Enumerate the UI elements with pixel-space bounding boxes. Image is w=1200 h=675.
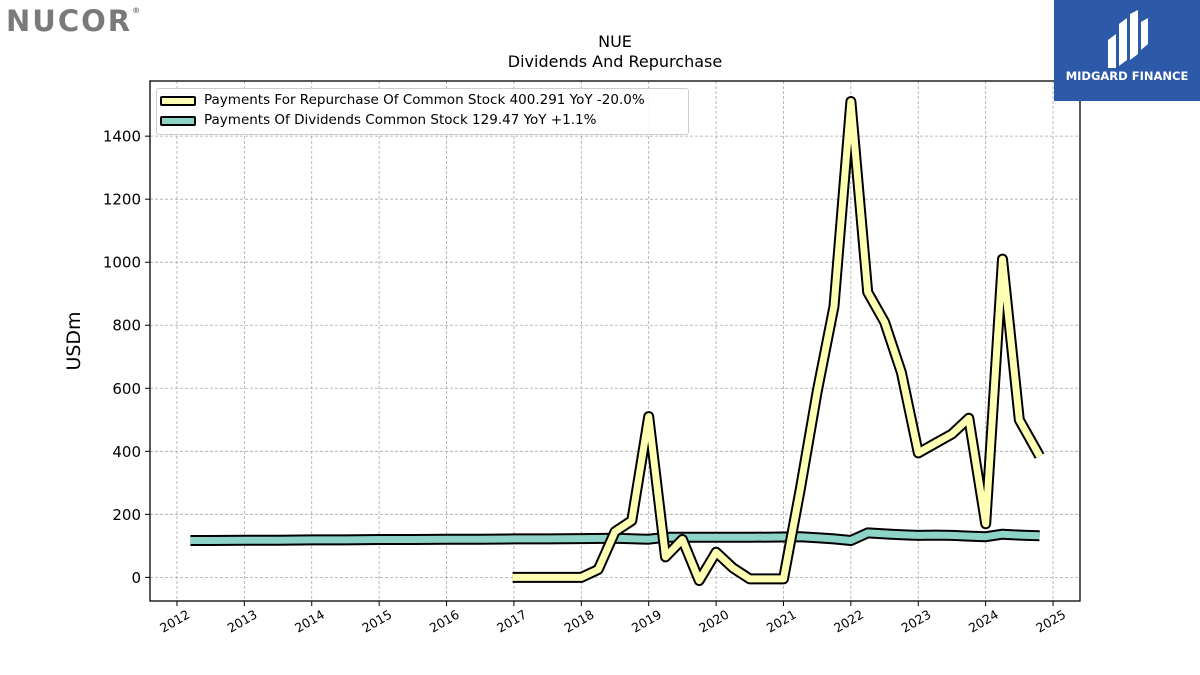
legend-label-repurchase: Payments For Repurchase Of Common Stock …	[204, 92, 645, 108]
chart-subtitle: Dividends And Repurchase	[507, 52, 723, 71]
x-tick-label: 2023	[898, 607, 933, 636]
x-tick-label: 2013	[225, 607, 260, 636]
legend-swatch-dividends	[160, 116, 196, 126]
chart-title: NUE	[598, 32, 632, 51]
y-tick-label: 0	[131, 569, 141, 587]
y-axis-label: USDm	[63, 311, 85, 370]
logo-text: NUCOR	[6, 4, 133, 38]
series-lines	[190, 96, 1045, 586]
legend-label-dividends: Payments Of Dividends Common Stock 129.4…	[204, 112, 597, 128]
series-outline-repurchase	[512, 96, 1045, 586]
badge-text: MIDGARD FINANCE	[1065, 69, 1189, 83]
y-tick-label: 1200	[103, 191, 141, 209]
midgard-logo-icon	[1108, 10, 1148, 68]
nucor-logo: NUCOR®	[6, 4, 140, 38]
grid-lines	[150, 81, 1080, 601]
y-tick-label: 1400	[103, 128, 141, 146]
x-tick-label: 2024	[966, 607, 1001, 636]
series-line-repurchase	[512, 98, 1043, 584]
legend: Payments For Repurchase Of Common Stock …	[156, 88, 689, 135]
x-tick-label: 2012	[157, 607, 192, 636]
x-tick-label: 2016	[427, 607, 462, 636]
x-tick-label: 2020	[696, 607, 731, 636]
series-line-dividends	[190, 529, 1040, 544]
y-tick-label: 1000	[103, 254, 141, 272]
y-tick-label: 400	[112, 443, 141, 461]
y-tick-label: 200	[112, 506, 141, 524]
x-tick-label: 2025	[1033, 607, 1068, 636]
x-tick-label: 2014	[292, 607, 327, 636]
y-tick-label: 600	[112, 380, 141, 398]
x-tick-label: 2017	[494, 607, 529, 636]
x-tick-label: 2018	[562, 607, 597, 636]
x-tick-label: 2015	[359, 607, 394, 636]
x-tick-label: 2022	[831, 607, 866, 636]
midgard-finance-badge: MIDGARD FINANCE	[1054, 0, 1200, 101]
axis-ticks: 2012 2013 2014 2015 2016 2017 2018 2019 2020 2021…	[103, 128, 1069, 636]
registered-mark: ®	[132, 6, 141, 15]
y-tick-label: 800	[112, 317, 141, 335]
x-tick-label: 2019	[629, 607, 664, 636]
legend-swatch-repurchase	[160, 96, 196, 106]
plot-frame	[149, 80, 1081, 602]
x-tick-label: 2021	[764, 607, 799, 636]
